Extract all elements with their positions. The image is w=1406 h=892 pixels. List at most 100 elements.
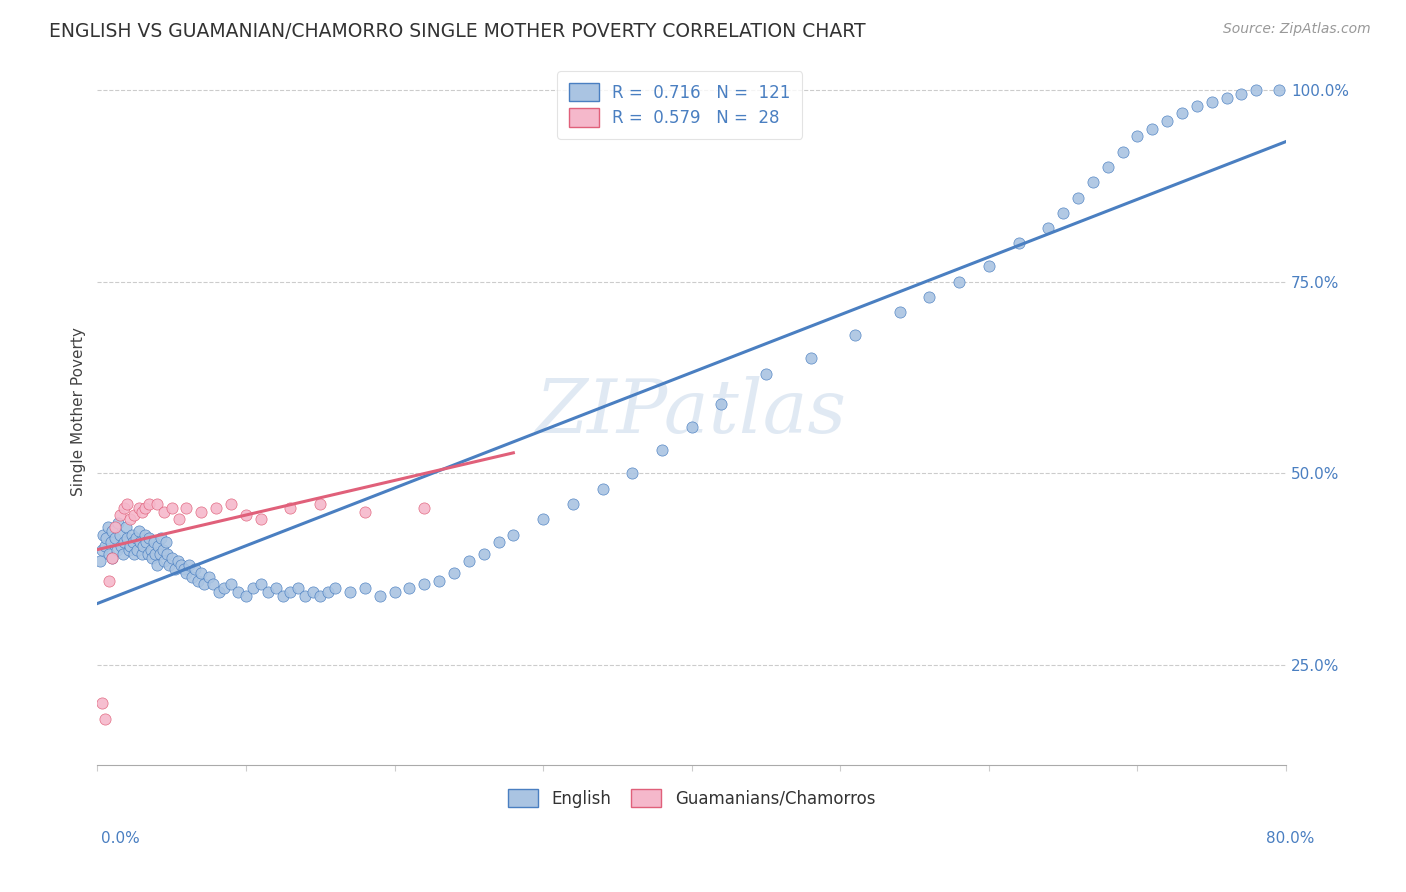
- Point: [197, 570, 219, 584]
- Point: [1201, 95, 1223, 109]
- Point: [169, 558, 191, 573]
- Point: [108, 508, 131, 523]
- Point: [184, 562, 207, 576]
- Point: [368, 589, 391, 603]
- Point: [621, 467, 644, 481]
- Point: [153, 554, 176, 568]
- Point: [115, 532, 138, 546]
- Point: [149, 547, 172, 561]
- Point: [96, 532, 118, 546]
- Point: [219, 497, 242, 511]
- Point: [264, 582, 287, 596]
- Point: [105, 543, 128, 558]
- Point: [1215, 91, 1237, 105]
- Point: [280, 500, 302, 515]
- Point: [138, 497, 160, 511]
- Point: [427, 574, 450, 588]
- Point: [112, 535, 135, 549]
- Point: [132, 539, 155, 553]
- Point: [187, 574, 209, 588]
- Point: [339, 585, 361, 599]
- Point: [114, 520, 136, 534]
- Point: [323, 582, 346, 596]
- Point: [152, 543, 174, 558]
- Point: [1156, 114, 1178, 128]
- Point: [681, 420, 703, 434]
- Point: [100, 535, 122, 549]
- Point: [977, 260, 1000, 274]
- Point: [413, 500, 436, 515]
- Point: [918, 290, 941, 304]
- Y-axis label: Single Mother Poverty: Single Mother Poverty: [72, 327, 86, 497]
- Point: [384, 585, 406, 599]
- Point: [309, 497, 332, 511]
- Point: [280, 585, 302, 599]
- Point: [89, 554, 111, 568]
- Point: [135, 535, 157, 549]
- Point: [1171, 106, 1194, 120]
- Point: [90, 543, 112, 558]
- Point: [472, 547, 495, 561]
- Point: [257, 585, 280, 599]
- Text: Source: ZipAtlas.com: Source: ZipAtlas.com: [1223, 22, 1371, 37]
- Point: [134, 500, 156, 515]
- Point: [112, 500, 135, 515]
- Point: [755, 367, 778, 381]
- Point: [889, 305, 911, 319]
- Point: [118, 512, 141, 526]
- Point: [101, 550, 124, 565]
- Point: [131, 505, 153, 519]
- Point: [101, 550, 124, 565]
- Point: [205, 500, 228, 515]
- Point: [166, 554, 188, 568]
- Point: [249, 512, 271, 526]
- Point: [125, 532, 148, 546]
- Point: [353, 582, 375, 596]
- Point: [235, 508, 257, 523]
- Point: [228, 585, 250, 599]
- Point: [181, 570, 204, 584]
- Point: [94, 539, 117, 553]
- Point: [235, 589, 257, 603]
- Point: [122, 535, 145, 549]
- Point: [271, 589, 294, 603]
- Point: [143, 547, 166, 561]
- Point: [413, 577, 436, 591]
- Point: [190, 566, 212, 580]
- Point: [136, 547, 159, 561]
- Point: [131, 547, 153, 561]
- Point: [98, 547, 121, 561]
- Text: 80.0%: 80.0%: [1267, 831, 1315, 846]
- Text: 0.0%: 0.0%: [101, 831, 141, 846]
- Point: [193, 577, 215, 591]
- Point: [1111, 145, 1133, 159]
- Point: [167, 512, 190, 526]
- Point: [124, 547, 146, 561]
- Point: [353, 505, 375, 519]
- Point: [176, 500, 198, 515]
- Point: [651, 443, 673, 458]
- Point: [160, 550, 183, 565]
- Point: [157, 558, 180, 573]
- Point: [104, 532, 127, 546]
- Point: [208, 585, 231, 599]
- Point: [148, 539, 170, 553]
- Point: [1244, 83, 1267, 97]
- Point: [127, 543, 149, 558]
- Point: [488, 535, 510, 549]
- Point: [150, 532, 173, 546]
- Point: [1230, 87, 1253, 101]
- Point: [202, 577, 225, 591]
- Point: [561, 497, 583, 511]
- Point: [121, 527, 143, 541]
- Point: [844, 328, 866, 343]
- Point: [110, 539, 132, 553]
- Point: [1097, 160, 1119, 174]
- Point: [117, 543, 139, 558]
- Point: [98, 574, 121, 588]
- Point: [101, 524, 124, 538]
- Point: [294, 589, 316, 603]
- Point: [287, 582, 309, 596]
- Point: [124, 508, 146, 523]
- Point: [1067, 190, 1090, 204]
